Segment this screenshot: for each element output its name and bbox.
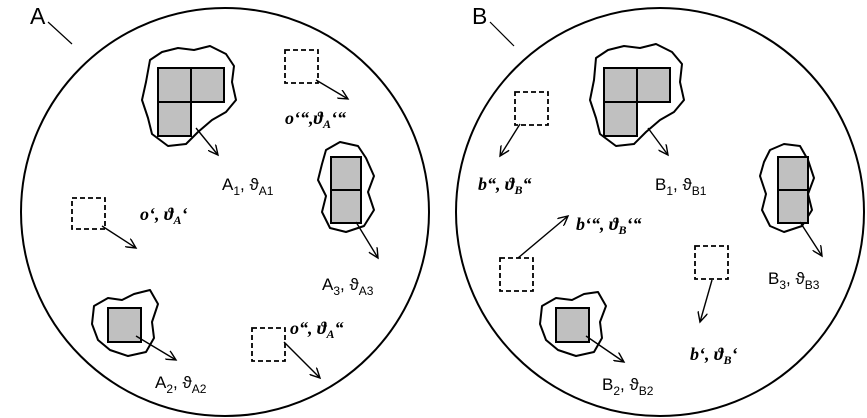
panel-b-letter: B [472,3,487,29]
placeholder-o2: o“, ϑA“ [251,318,344,378]
label-bp2: b“, ϑB“ [478,174,532,197]
cell-a1-1 [157,67,192,103]
arrow-a2 [135,335,176,360]
arrow-b3 [799,221,822,256]
region-b1: B1, ϑB1 [589,43,707,198]
label-a2: A2, ϑA2 [155,373,207,396]
label-o2: o“, ϑA“ [290,318,344,341]
arrow-b1 [647,127,668,155]
placeholder-bp2: b“, ϑB“ [478,91,549,197]
region-a1: A1, ϑA1 [141,45,274,198]
panel-a-letter: A [30,3,46,29]
dashed-box-o3 [284,49,319,84]
arrow-o2 [283,341,320,378]
dashed-box-o2 [251,327,286,362]
label-b3: B3, ϑB3 [768,269,820,292]
panel-b-leader [489,21,515,47]
region-a3: A3, ϑA3 [317,141,378,298]
cell-b2-1 [555,307,590,343]
region-b3: B3, ϑB3 [759,143,822,292]
label-a1: A1, ϑA1 [222,175,274,198]
arrow-o1 [101,225,136,248]
panel-b: B B1, ϑB1 B3, ϑB3 [455,3,865,417]
label-a3: A3, ϑA3 [322,275,374,298]
cell-a1-3 [157,101,192,137]
arrow-bp2 [500,123,521,156]
panel-a: A A1, ϑA1 A3, ϑA3 [20,3,430,417]
label-o3: o‘“,ϑA‘“ [285,108,346,131]
arrow-a3 [355,221,378,258]
arrow-a1 [195,127,218,155]
cell-a1-2 [190,67,225,103]
label-bp3: b‘“, ϑB‘“ [576,214,642,237]
cell-a3-2 [330,189,362,224]
label-b1: B1, ϑB1 [655,175,707,198]
label-bp1: b‘, ϑB‘ [690,344,738,367]
placeholder-o1: o‘, ϑA‘ [71,197,188,248]
dashed-box-bp2 [514,91,549,126]
cell-b3-1 [777,156,809,191]
arrow-bp1 [700,279,713,322]
label-b2: B2, ϑB2 [602,375,654,398]
label-o1: o‘, ϑA‘ [140,204,188,227]
cell-b1-1 [603,67,638,103]
placeholder-bp1: b‘, ϑB‘ [690,245,738,367]
cell-a2-1 [107,307,142,343]
arrow-o3 [315,79,348,99]
placeholder-bp3: b‘“, ϑB‘“ [499,214,642,292]
cell-b1-3 [603,101,638,137]
region-b2: B2, ϑB2 [539,291,654,398]
panel-a-leader [47,21,73,45]
cell-b1-2 [636,67,671,103]
placeholder-o3: o‘“,ϑA‘“ [284,49,348,131]
dashed-box-bp3 [499,257,534,292]
region-a2: A2, ϑA2 [91,289,207,396]
dashed-box-o1 [71,197,106,230]
dashed-box-bp1 [694,245,729,280]
arrow-bp3 [517,216,568,259]
cell-b3-2 [777,189,809,224]
cell-a3-1 [330,156,362,191]
arrow-b2 [585,335,624,362]
